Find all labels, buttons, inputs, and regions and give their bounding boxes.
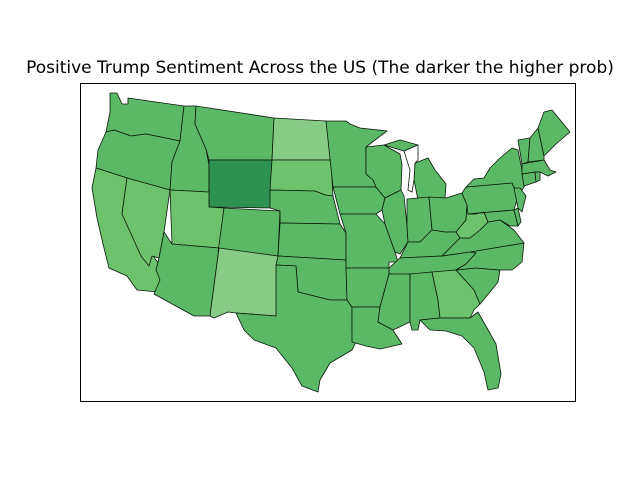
state-new-mexico [209, 247, 279, 319]
state-connecticut [521, 171, 537, 187]
state-kansas [277, 222, 347, 261]
state-wyoming [208, 159, 273, 209]
state-illinois [381, 189, 409, 255]
state-new-hampshire [527, 127, 545, 163]
state-pennsylvania [461, 182, 519, 215]
state-north-carolina [455, 242, 525, 271]
state-delaware [513, 207, 522, 227]
states-layer [91, 92, 571, 393]
state-iowa [332, 186, 386, 215]
map-title: Positive Trump Sentiment Across the US (… [26, 58, 614, 78]
state-north-dakota [271, 117, 332, 161]
state-nevada [121, 177, 171, 267]
state-new-jersey [513, 187, 527, 213]
state-montana [194, 105, 275, 161]
state-rhode-island [534, 171, 541, 183]
state-arizona [153, 231, 220, 317]
state-massachusetts [521, 159, 557, 177]
state-florida [419, 311, 502, 391]
state-texas [235, 264, 361, 393]
state-missouri [339, 213, 399, 269]
state-maine [537, 109, 571, 157]
lake-michigan [403, 144, 419, 193]
